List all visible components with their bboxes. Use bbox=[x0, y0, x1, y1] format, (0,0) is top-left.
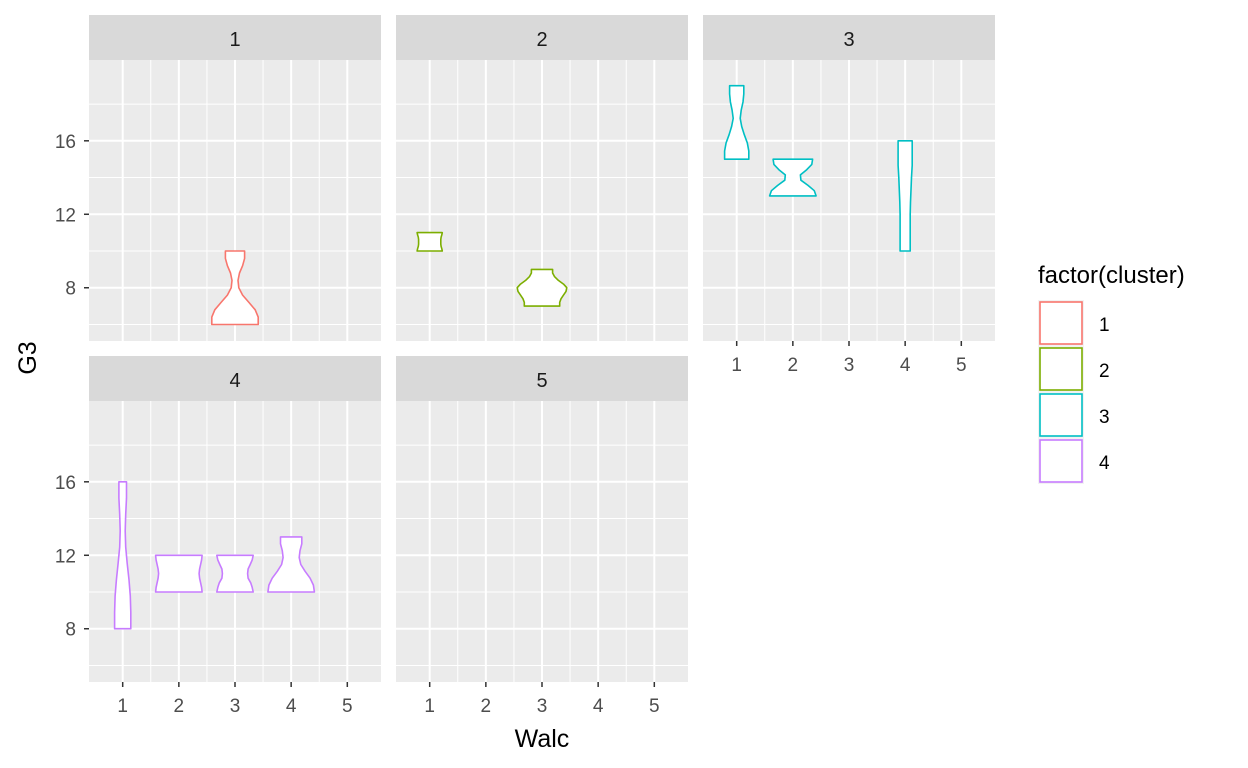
facet-panel-5: 5 1 2 3 4 5 bbox=[396, 356, 688, 717]
legend-key-swatch bbox=[1039, 439, 1083, 483]
x-tick-label: 4 bbox=[900, 355, 911, 376]
violin-mark bbox=[216, 554, 254, 593]
violin-mark bbox=[113, 481, 132, 630]
x-tick-label: 2 bbox=[481, 696, 492, 717]
facet-strip-label: 2 bbox=[536, 29, 547, 51]
violin-mark bbox=[211, 250, 259, 326]
y-tick-label: 12 bbox=[55, 205, 76, 226]
facet-strip-label: 1 bbox=[229, 29, 240, 51]
x-tick-label: 4 bbox=[286, 696, 297, 717]
legend-item-2: 2 bbox=[1038, 346, 1110, 392]
facet-strip-label: 4 bbox=[229, 370, 240, 392]
x-tick-label: 1 bbox=[117, 696, 128, 717]
facet-strip-label: 5 bbox=[536, 370, 547, 392]
legend-key-swatch bbox=[1039, 347, 1083, 391]
violin-mark bbox=[154, 554, 203, 593]
violin-mark bbox=[723, 84, 750, 160]
y-tick-label: 16 bbox=[55, 132, 76, 153]
legend: factor(cluster) 1 2 3 4 bbox=[1038, 262, 1185, 484]
legend-item-1: 1 bbox=[1038, 300, 1110, 346]
y-tick-label: 16 bbox=[55, 473, 76, 494]
legend-label: 4 bbox=[1099, 453, 1110, 474]
legend-label: 3 bbox=[1099, 407, 1110, 428]
x-tick-label: 2 bbox=[174, 696, 185, 717]
y-tick-label: 12 bbox=[55, 546, 76, 567]
facet-strip-label: 3 bbox=[843, 29, 854, 51]
violin-mark bbox=[768, 158, 817, 197]
x-tick-label: 3 bbox=[537, 696, 548, 717]
facet-strip bbox=[396, 356, 688, 401]
legend-title: factor(cluster) bbox=[1038, 262, 1185, 289]
x-tick-label: 5 bbox=[956, 355, 967, 376]
x-tick-label: 4 bbox=[593, 696, 604, 717]
facet-strip bbox=[89, 356, 381, 401]
legend-item-4: 4 bbox=[1038, 438, 1110, 484]
x-tick-label: 2 bbox=[788, 355, 799, 376]
violin-mark bbox=[897, 140, 913, 252]
y-tick-label: 8 bbox=[65, 620, 76, 641]
legend-key-swatch bbox=[1039, 301, 1083, 345]
facet-panel-1: 1 8 12 16 bbox=[55, 15, 381, 341]
x-tick-label: 5 bbox=[649, 696, 660, 717]
y-tick-label: 8 bbox=[65, 279, 76, 300]
x-tick-label: 3 bbox=[230, 696, 241, 717]
violin-mark bbox=[267, 536, 316, 593]
x-tick-label: 1 bbox=[424, 696, 435, 717]
x-axis-title: Walc bbox=[515, 725, 570, 753]
x-tick-label: 3 bbox=[844, 355, 855, 376]
facet-strip bbox=[703, 15, 995, 60]
legend-label: 1 bbox=[1099, 315, 1110, 336]
facet-strip bbox=[89, 15, 381, 60]
violin-mark bbox=[516, 268, 568, 307]
legend-key-swatch bbox=[1039, 393, 1083, 437]
x-tick-label: 5 bbox=[342, 696, 353, 717]
y-axis-title: G3 bbox=[14, 341, 42, 374]
x-tick-label: 1 bbox=[731, 355, 742, 376]
facet-panel-2: 2 bbox=[396, 15, 688, 341]
legend-item-3: 3 bbox=[1038, 392, 1110, 438]
facet-strip bbox=[396, 15, 688, 60]
violin-mark bbox=[416, 231, 444, 252]
facet-panel-3: 3 1 2 3 4 5 bbox=[703, 15, 995, 376]
legend-label: 2 bbox=[1099, 361, 1110, 382]
